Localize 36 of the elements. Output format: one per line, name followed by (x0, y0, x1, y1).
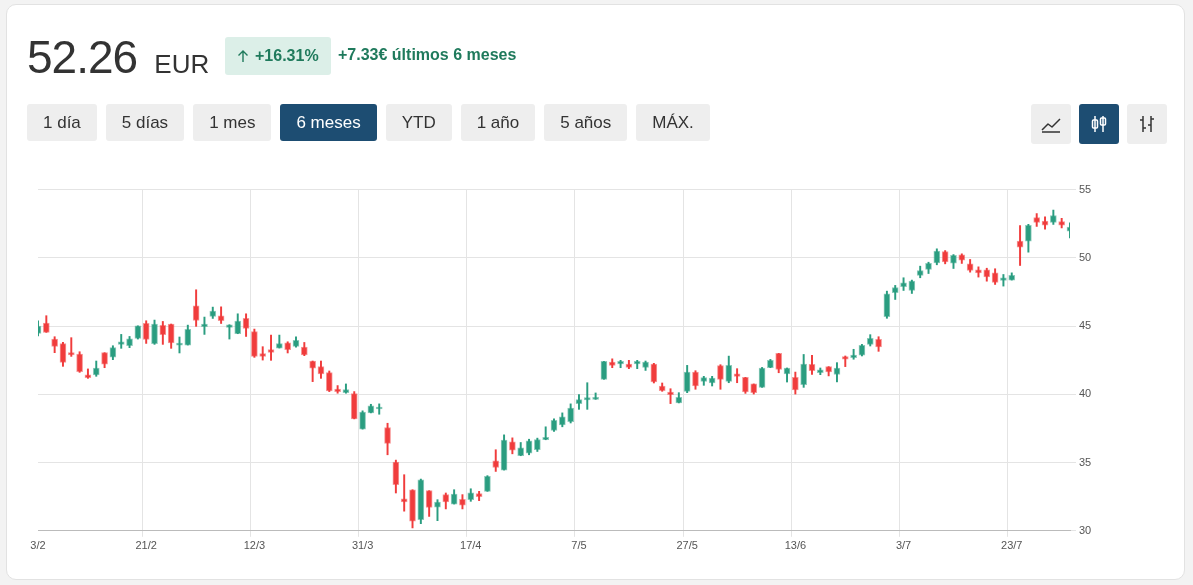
candlestick (117, 334, 125, 349)
x-tick-label: 12/3 (243, 539, 266, 552)
x-tick-label: 3/2 (30, 539, 46, 552)
x-tick-label: 27/5 (676, 539, 698, 552)
x-tick-label: 31/3 (351, 539, 374, 552)
text: 6 meses (280, 104, 377, 141)
text: 5 años (544, 104, 628, 141)
y-tick-label: 30 (1079, 523, 1092, 536)
text: MÁX. (636, 104, 710, 141)
x-tick-label: 7/5 (571, 539, 587, 552)
candlestick (226, 324, 233, 340)
x-tick-label: 13/6 (784, 539, 807, 552)
candlestick (400, 474, 408, 512)
text: 5 días (105, 104, 185, 141)
candlestick (583, 382, 591, 410)
y-tick-label: 45 (1079, 319, 1092, 332)
x-tick-label: 3/7 (895, 539, 912, 552)
y-tick-label: 50 (1079, 250, 1092, 263)
y-tick-label: 55 (1079, 182, 1092, 195)
chart-subtitle: +16.31% (255, 47, 319, 65)
chart-title: 52.26 EUR (27, 31, 210, 83)
candlestick (267, 334, 275, 361)
candlestick (67, 337, 75, 357)
text: +7.33€ últimos 6 meses (338, 46, 517, 64)
candlestick (1016, 225, 1024, 266)
y-tick-label: 35 (1079, 455, 1092, 468)
text: 1 mes (193, 104, 272, 141)
text: 1 día (27, 104, 97, 141)
x-tick-label: 21/2 (135, 539, 157, 552)
text: 1 año (460, 104, 536, 141)
x-tick-label: 23/7 (1001, 539, 1023, 552)
x-tick-label: 17/4 (460, 539, 482, 552)
y-tick-label: 40 (1079, 387, 1092, 400)
candlestick (733, 368, 741, 384)
candlestick (542, 426, 550, 441)
text: YTD (385, 104, 452, 141)
